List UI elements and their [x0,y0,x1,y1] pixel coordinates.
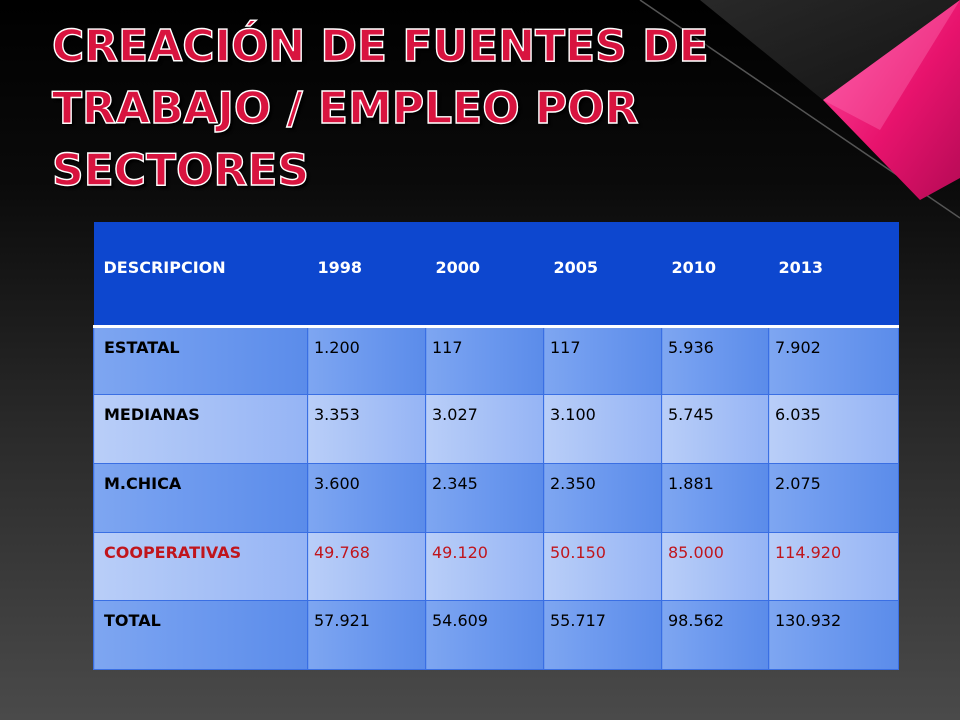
table-row: MEDIANAS 3.353 3.027 3.100 5.745 6.035 [93,394,899,464]
header-cell: 2010 [661,222,769,326]
row-label: ESTATAL [93,326,308,396]
table-cell: 130.932 [768,600,899,670]
table-cell: 3.600 [307,463,426,533]
employment-table: DESCRIPCION 1998 2000 2005 2010 2013 EST… [93,222,899,670]
table-cell: 3.027 [425,394,544,464]
row-label: COOPERATIVAS [93,532,308,602]
table-cell: 5.745 [661,394,769,464]
table-cell: 3.353 [307,394,426,464]
table-cell: 49.120 [425,532,544,602]
table-cell: 3.100 [543,394,662,464]
table-cell: 2.075 [768,463,899,533]
table-row: COOPERATIVAS 49.768 49.120 50.150 85.000… [93,532,899,602]
pink-diamond [823,0,960,200]
table-cell: 57.921 [307,600,426,670]
table-row: TOTAL 57.921 54.609 55.717 98.562 130.93… [93,600,899,670]
table-row: ESTATAL 1.200 117 117 5.936 7.902 [93,326,899,396]
header-cell: 2013 [768,222,899,326]
header-cell: DESCRIPCION [93,222,308,326]
slide-title: CREACIÓN DE FUENTES DE TRABAJO / EMPLEO … [51,20,709,196]
table-cell: 55.717 [543,600,662,670]
table-cell: 2.350 [543,463,662,533]
header-cell: 2000 [425,222,544,326]
table-cell: 2.345 [425,463,544,533]
table-cell: 114.920 [768,532,899,602]
employment-table-container: DESCRIPCION 1998 2000 2005 2010 2013 EST… [93,222,899,670]
table-cell: 85.000 [661,532,769,602]
table-cell: 117 [543,326,662,396]
table-header-row: DESCRIPCION 1998 2000 2005 2010 2013 [93,222,899,326]
table-cell: 54.609 [425,600,544,670]
table-cell: 1.881 [661,463,769,533]
table-cell: 1.200 [307,326,426,396]
table-cell: 7.902 [768,326,899,396]
header-cell: 1998 [307,222,426,326]
pink-diamond-shine [823,0,960,130]
table-cell: 117 [425,326,544,396]
row-label: TOTAL [93,600,308,670]
header-cell: 2005 [543,222,662,326]
table-cell: 5.936 [661,326,769,396]
row-label: M.CHICA [93,463,308,533]
table-cell: 49.768 [307,532,426,602]
table-row: M.CHICA 3.600 2.345 2.350 1.881 2.075 [93,463,899,533]
row-label: MEDIANAS [93,394,308,464]
table-cell: 50.150 [543,532,662,602]
table-cell: 98.562 [661,600,769,670]
table-cell: 6.035 [768,394,899,464]
